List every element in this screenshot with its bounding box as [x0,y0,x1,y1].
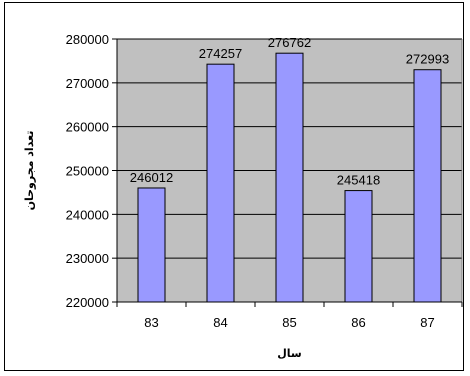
x-tick-label: 85 [282,315,296,330]
x-axis-title: سال [277,347,302,360]
data-label-83: 246012 [130,170,173,185]
y-tick-label: 230000 [66,251,109,266]
y-tick-label: 260000 [66,120,109,135]
bars [137,52,442,303]
y-tick-label: 240000 [66,207,109,222]
y-axis-title: تعداد مجروحان [23,131,36,211]
data-label-86: 245418 [337,173,380,188]
x-tick-label: 86 [351,315,365,330]
data-label-85: 276762 [268,35,311,50]
data-label-87: 272993 [406,52,449,67]
x-tick-label: 87 [420,315,434,330]
y-tick-labels: 220000 230000 240000 250000 260000 270000 2800… [66,32,109,310]
bar-87 [413,69,442,303]
bar-85 [275,52,304,303]
bar-83 [137,187,166,303]
data-label-84: 274257 [199,46,242,61]
axes [112,38,463,307]
y-tick-label: 220000 [66,295,109,310]
y-tick-label: 270000 [66,76,109,91]
bar-86 [344,190,373,303]
bar-chart: 220000 230000 240000 250000 260000 270000 2800… [23,32,463,360]
data-labels: 246012 274257 276762 245418 272993 [130,35,449,187]
x-tick-label: 83 [144,315,158,330]
y-tick-label: 280000 [66,32,109,47]
x-tick-labels: 83 84 85 86 87 [144,315,434,330]
y-tick-label: 250000 [66,164,109,179]
x-tick-label: 84 [213,315,227,330]
chart-area: 220000 230000 240000 250000 260000 270000 2800… [4,2,464,371]
bar-84 [206,63,235,303]
